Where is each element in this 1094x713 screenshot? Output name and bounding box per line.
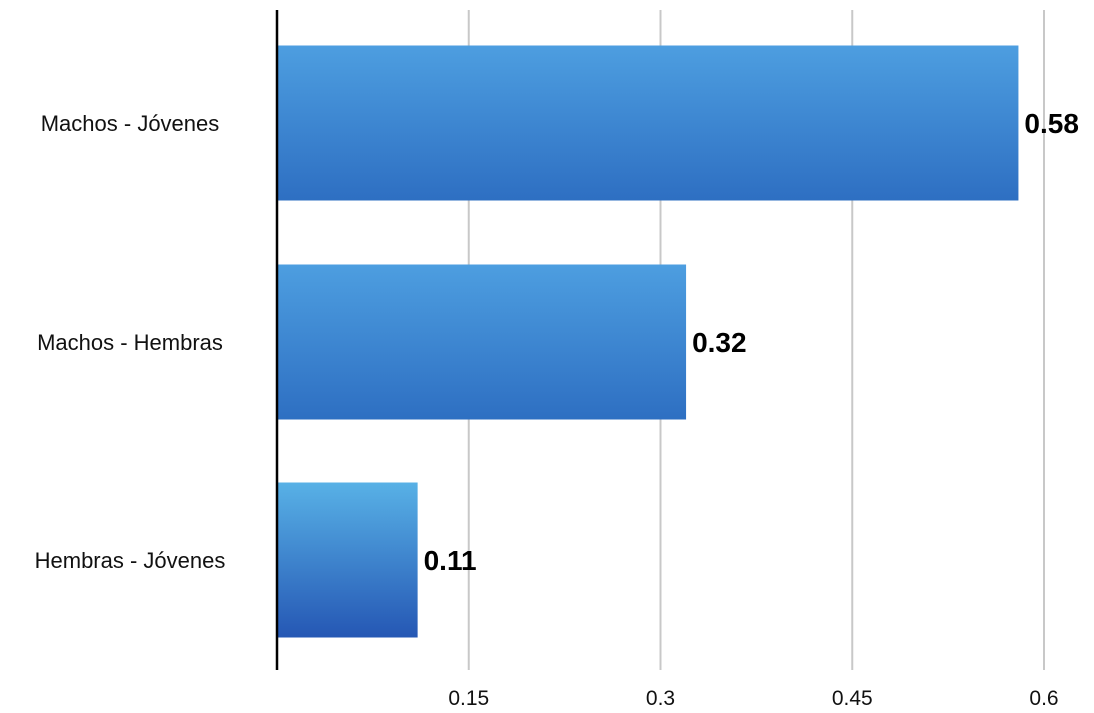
bars [277, 45, 1019, 638]
category-label: Hembras - Jóvenes [35, 548, 226, 573]
data-label: 0.32 [692, 327, 747, 358]
data-label: 0.11 [424, 545, 477, 576]
data-label: 0.58 [1024, 108, 1079, 139]
bar [277, 264, 687, 420]
bar [277, 45, 1019, 201]
x-tick-label: 0.6 [1029, 687, 1058, 710]
category-label: Machos - Hembras [37, 330, 223, 355]
labels: 0.15 0.3 0.45 0.6 0.58 Machos - Jóvenes 0.32 Ma… [35, 108, 1079, 710]
bar [277, 482, 418, 638]
x-tick-label: 0.45 [832, 687, 873, 710]
x-tick-label: 0.15 [448, 687, 489, 710]
x-tick-label: 0.3 [646, 687, 675, 710]
category-label: Machos - Jóvenes [41, 111, 220, 136]
